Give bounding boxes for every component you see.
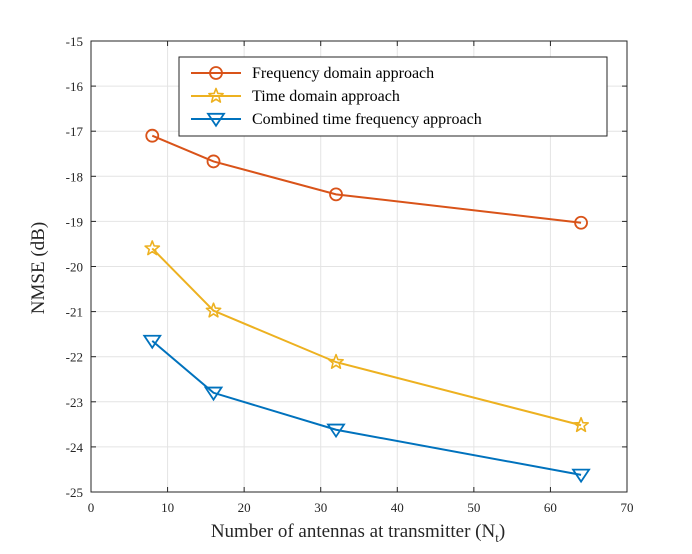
y-tick-label: -24: [66, 440, 84, 455]
y-tick-label: -15: [66, 34, 83, 49]
data-point: [571, 468, 591, 484]
y-tick-label: -25: [66, 485, 83, 500]
y-tick-label: -23: [66, 395, 83, 410]
data-point: [328, 353, 344, 369]
x-axis-label-close: ): [499, 521, 505, 542]
data-point: [329, 187, 343, 202]
legend-entry: Combined time frequency approach: [191, 111, 482, 128]
x-tick-label: 50: [467, 500, 480, 515]
y-axis-label: NMSE (dB): [28, 222, 49, 314]
data-point: [574, 215, 588, 230]
series-line: [151, 340, 582, 476]
x-tick-label: 40: [391, 500, 404, 515]
y-tick-label: -20: [66, 260, 83, 275]
data-point: [326, 423, 346, 439]
legend-box: [178, 56, 608, 137]
x-tick-label: 30: [314, 500, 327, 515]
legend-marker: [206, 112, 226, 128]
y-tick-label: -19: [66, 214, 83, 229]
y-tick-label: -17: [66, 124, 84, 139]
legend-label: Time domain approach: [252, 88, 400, 105]
series-2: [142, 334, 591, 484]
data-point: [145, 128, 160, 143]
legend-marker: [209, 66, 223, 80]
series-0: [145, 128, 588, 230]
legend-label: Combined time frequency approach: [252, 111, 482, 128]
x-tick-label: 60: [544, 500, 557, 515]
legend-entry: Frequency domain approach: [191, 65, 434, 82]
data-point: [203, 386, 224, 402]
series-line: [151, 247, 582, 427]
y-tick-label: -21: [66, 305, 83, 320]
y-tick-label: -16: [66, 79, 84, 94]
series-line: [151, 134, 582, 224]
x-tick-label: 0: [88, 500, 95, 515]
x-axis-label-main: Number of antennas at transmitter (N: [211, 521, 496, 542]
y-tick-label: -18: [66, 169, 83, 184]
x-tick-label: 20: [238, 500, 251, 515]
legend-entry: Time domain approach: [191, 87, 400, 105]
series-layer: [142, 128, 591, 484]
data-point: [142, 334, 162, 350]
legend-marker: [208, 87, 224, 103]
data-point: [144, 240, 161, 256]
data-point: [573, 416, 589, 433]
x-axis-label-subscript: t: [495, 530, 499, 545]
x-axis-label: Number of antennas at transmitter (Nt): [211, 521, 505, 545]
data-point: [205, 302, 222, 318]
axes: 0 10 20 30 40 50 60 70 -25 -24 -23 -22 -21 -20 -19 -18 -…: [66, 34, 634, 515]
x-tick-label: 10: [161, 500, 174, 515]
legend-label: Frequency domain approach: [252, 65, 434, 82]
x-tick-label: 70: [621, 500, 634, 515]
y-tick-label: -22: [66, 350, 83, 365]
legend: Frequency domain approach Time domain app…: [178, 56, 608, 137]
series-1: [144, 240, 589, 433]
data-point: [206, 154, 221, 169]
